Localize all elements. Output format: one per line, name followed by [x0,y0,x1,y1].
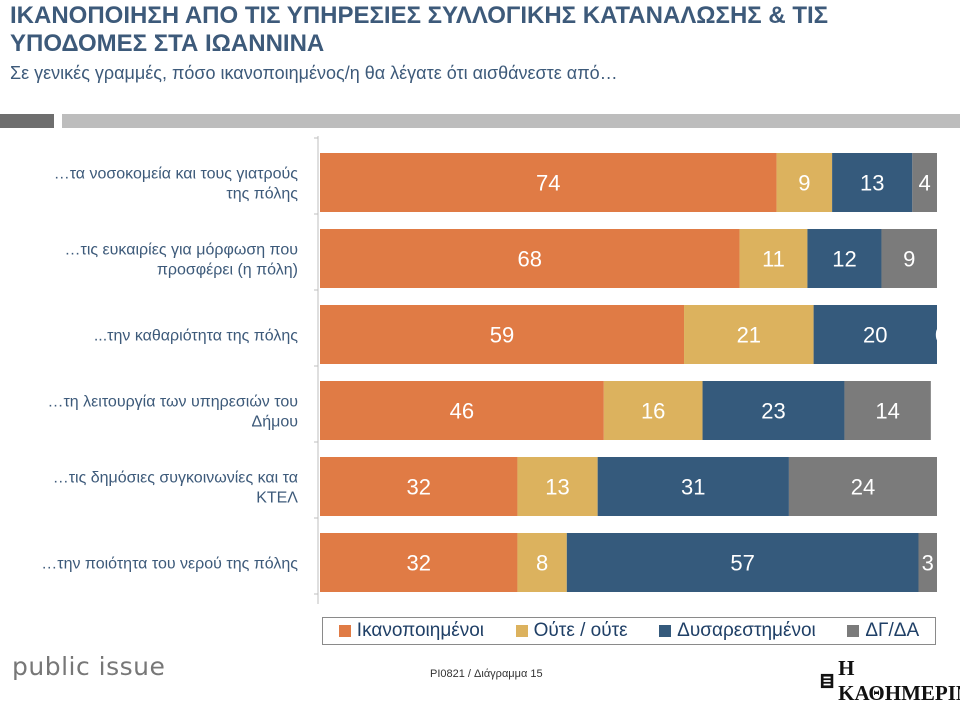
data-label: 74 [536,171,560,196]
bar-segment [517,533,567,592]
kathimerini-wordmark: Η ΚΑΘΗΜΕΡΙΝΗ [838,656,960,705]
legend-swatch [659,625,672,637]
chart-subtitle: Σε γενικές γραμμές, πόσο ικανοποιημένος/… [10,63,618,83]
bar-segment [320,457,518,516]
data-label: 23 [761,399,785,424]
data-label: 68 [518,247,542,272]
data-label: 20 [863,323,887,348]
legend-item: Δυσαρεστημένοι [659,620,816,642]
data-label: 59 [490,323,514,348]
category-label: Δήμου [252,414,298,431]
bar-segment [776,153,833,212]
bar-segment [832,153,913,212]
data-label: 32 [406,475,430,500]
bar-segment [320,305,685,364]
header-band-light [62,114,960,128]
data-label: 9 [798,171,810,196]
category-label: …τα νοσοκομεία και τους γιατρούς [54,166,299,183]
bar-segment [807,229,882,288]
newspaper-emblem-icon [820,673,834,689]
footnote: PI0821 / Διάγραμμα 15 [430,668,543,680]
bar-segment [566,533,919,592]
data-label: 57 [730,551,754,576]
header-band-dark [0,114,54,128]
bar-segment [881,229,937,288]
legend: Ικανοποιημένοι Ούτε / ούτε Δυσαρεστημένο… [322,617,936,645]
data-label: 24 [851,475,875,500]
bar-segment [320,153,777,212]
category-label: …την ποιότητα του νερού της πόλης [41,556,298,573]
bar-segment [517,457,598,516]
category-label: ...την καθαριότητα της πόλης [94,328,298,345]
data-label: 0 [935,323,947,348]
chart-title: ΙΚΑΝΟΠΟΙΗΣΗ ΑΠΟ ΤΙΣ ΥΠΗΡΕΣΙΕΣ ΣΥΛΛΟΓΙΚΗΣ… [10,2,829,57]
bar-segment [739,229,808,288]
category-label: προσφέρει (η πόλη) [157,262,298,279]
stacked-bar-chart: …τα νοσοκομεία και τους γιατρούς της πόλη… [41,136,947,604]
bar-segment [702,381,845,440]
data-label: 13 [545,475,569,500]
bar-segment [320,229,740,288]
data-label: 32 [406,551,430,576]
data-label: 14 [875,399,899,424]
data-label: 12 [832,247,856,272]
legend-label: Ικανοποιημένοι [356,620,485,641]
legend-item: ΔΓ/ΔΑ [847,620,919,642]
data-label: 11 [762,247,785,272]
data-label: 21 [737,323,761,348]
bar-segment [320,381,604,440]
data-label: 13 [860,171,884,196]
bar-segment [918,533,937,592]
category-label: …τη λειτουργία των υπηρεσιών του [47,394,298,411]
category-label: …τις δημόσιες συγκοινωνίες και τα [53,470,298,487]
data-label: 8 [536,551,548,576]
data-label: 31 [681,475,705,500]
bar-segment [788,457,937,516]
legend-label: Δυσαρεστημένοι [677,620,816,641]
data-label: 9 [903,247,915,272]
bar-segment [603,381,703,440]
legend-swatch [338,625,351,637]
data-label: 3 [922,551,934,576]
legend-swatch [515,625,528,637]
bar-segment [320,533,518,592]
bar-segment [597,457,789,516]
legend-item: Ικανοποιημένοι [338,620,485,642]
kathimerini-logo: Η ΚΑΘΗΜΕΡΙΝΗ [820,656,960,706]
bar-segment [912,153,937,212]
data-label: 4 [919,171,931,196]
legend-item: Ούτε / ούτε [515,620,628,642]
data-label: 16 [641,399,665,424]
legend-label: Ούτε / ούτε [533,620,628,641]
legend-swatch [847,625,860,637]
legend-label: ΔΓ/ΔΑ [865,620,920,641]
category-label: της πόλης [226,186,298,203]
bar-segment [684,305,814,364]
public-issue-logo: public issue [12,652,166,681]
bar-segment [813,305,937,364]
category-label: ΚΤΕΛ [256,490,298,507]
category-label: …τις ευκαιρίες για μόρφωση που [65,242,298,259]
data-label: 46 [450,399,474,424]
bar-segment [844,381,931,440]
